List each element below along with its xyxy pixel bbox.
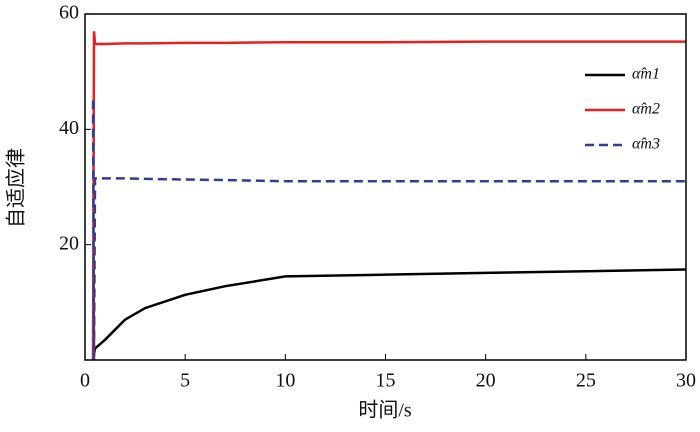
line-series: [91, 100, 686, 361]
x-tick-label: 25: [576, 370, 596, 392]
x-tick-label: 5: [180, 370, 190, 392]
y-tick-label: 60: [59, 2, 79, 24]
legend-label: α̂m1: [632, 66, 660, 83]
x-tick-label: 20: [476, 370, 496, 392]
x-tick-label: 0: [80, 370, 90, 392]
x-tick-label: 15: [376, 370, 396, 392]
legend-label: α̂m3: [632, 136, 660, 153]
x-tick-label: 30: [676, 370, 696, 392]
line-series: [91, 31, 686, 361]
plot-frame: [84, 13, 687, 361]
y-tick-label: 20: [59, 232, 79, 254]
y-axis-label: 自适应律: [5, 148, 28, 228]
x-axis-label: 时间/s: [358, 399, 412, 422]
legend-label: α̂m2: [632, 101, 660, 118]
x-tick-label: 10: [275, 370, 295, 392]
y-tick-label: 40: [59, 117, 79, 139]
line-series: [91, 268, 687, 361]
